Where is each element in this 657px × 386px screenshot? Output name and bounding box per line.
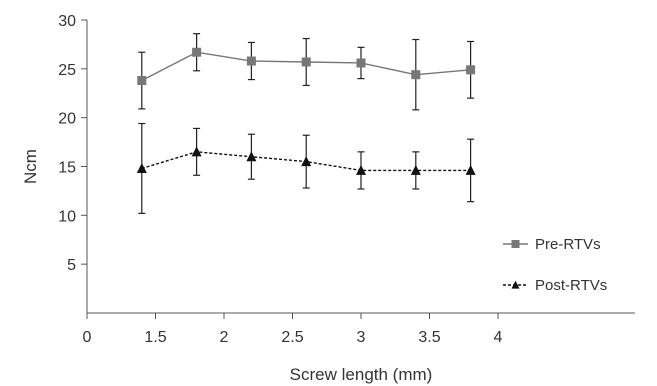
post-rtvs-point <box>410 164 421 175</box>
post-rtvs-point <box>356 164 366 175</box>
x-tick-label: 3.5 <box>418 329 440 346</box>
legend-marker-post-rtvs <box>511 280 520 289</box>
pre-rtvs-point <box>411 70 421 80</box>
pre-rtvs-point <box>192 47 202 57</box>
x-tick-label: 2 <box>220 329 229 346</box>
y-axis-title: Ncm <box>21 149 40 184</box>
series-markers <box>136 47 476 175</box>
x-tick-label: 3 <box>357 329 366 346</box>
post-rtvs-point <box>191 146 202 157</box>
y-tick-label: 25 <box>58 62 76 79</box>
legend-label-post-rtvs: Post-RTVs <box>535 277 607 294</box>
y-tick-label: 20 <box>58 111 76 128</box>
x-tick-label: 2.5 <box>281 329 303 346</box>
legend-label-pre-rtvs: Pre-RTVs <box>535 236 601 253</box>
post-rtvs-point <box>246 151 257 162</box>
x-tick-label: 1.5 <box>144 329 166 346</box>
pre-rtvs-point <box>137 76 147 86</box>
pre-rtvs-point <box>466 65 476 75</box>
legend-marker-pre-rtvs <box>511 240 520 248</box>
pre-rtvs-point <box>356 58 366 68</box>
y-tick-label: 30 <box>58 13 76 30</box>
ticks: 5 10 15 20 25 30 0 1.5 2 2.5 3 3.5 4 <box>58 13 502 346</box>
post-rtvs-point <box>301 156 312 167</box>
x-axis-title: Screw length (mm) <box>290 365 433 384</box>
y-tick-label: 5 <box>67 257 76 274</box>
x-tick-label: 4 <box>494 329 503 346</box>
y-tick-label: 15 <box>58 160 76 177</box>
legend: Pre-RTVs Post-RTVs <box>503 236 607 294</box>
pre-rtvs-point <box>301 57 311 67</box>
y-tick-label: 10 <box>58 208 76 225</box>
x-tick-label: 0 <box>83 329 92 346</box>
post-rtvs-point <box>465 164 476 175</box>
post-rtvs-point <box>136 162 147 173</box>
pre-rtvs-point <box>246 56 256 66</box>
